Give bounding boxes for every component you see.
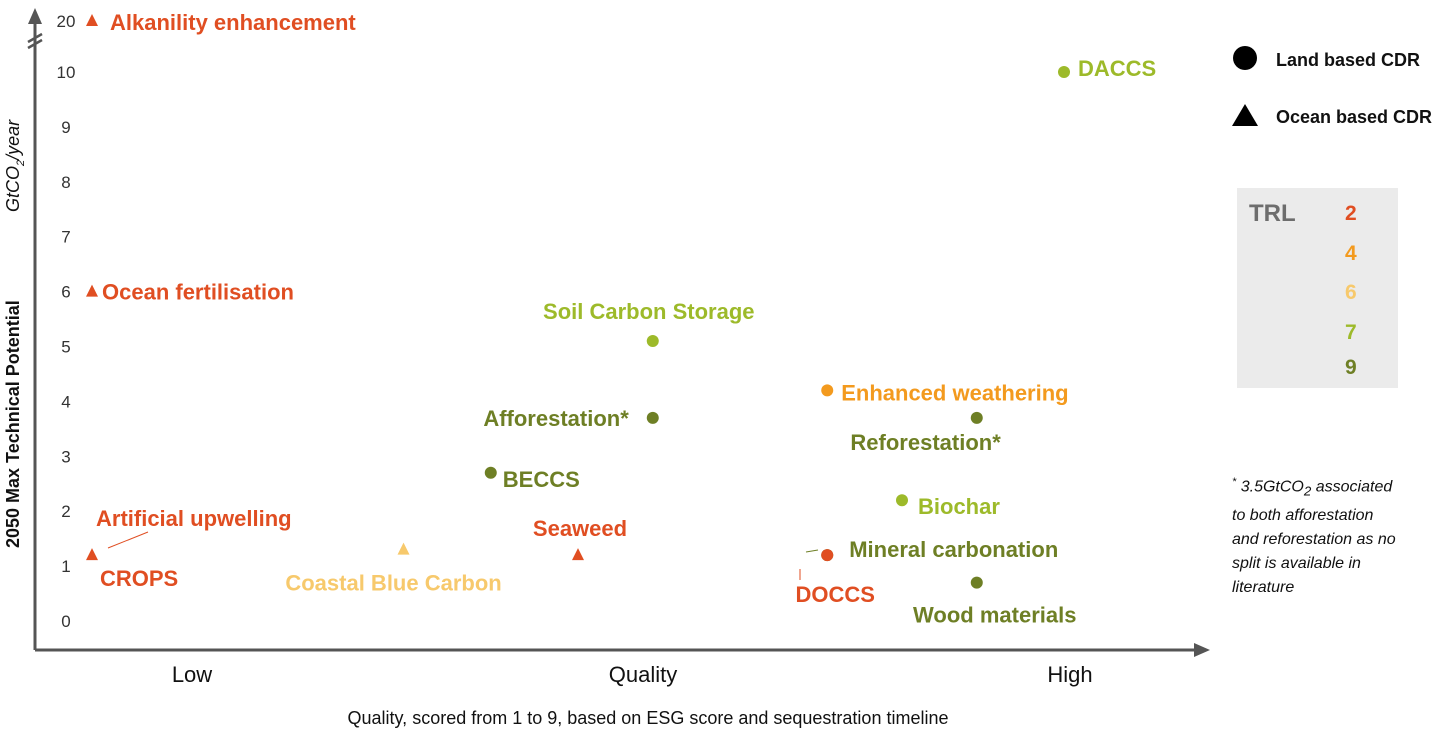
legend: Land based CDR Ocean based CDR [1232, 46, 1432, 127]
label-mineral-carbonation: Mineral carbonation [849, 537, 1058, 562]
trl-level-6: 6 [1345, 281, 1357, 304]
point-wood-materials [970, 576, 983, 589]
footnote: * 3.5GtCO2 associated to both afforestat… [1232, 470, 1452, 600]
label-wood-materials: Wood materials [913, 603, 1076, 628]
x-axis-label: Quality, scored from 1 to 9, based on ES… [348, 708, 949, 728]
label-doccs: DOCCS [796, 582, 875, 607]
label-afforestation: Afforestation* [483, 406, 629, 431]
x-axis-arrow [1194, 643, 1210, 657]
legend-land-label: Land based CDR [1276, 50, 1420, 70]
leader-mineral-carbonation [805, 549, 819, 553]
axis-break-mark [27, 32, 43, 44]
point-reforestation [970, 411, 983, 424]
label-soil-carbon-storage: Soil Carbon Storage [543, 299, 754, 324]
axis-break-mark [27, 38, 43, 50]
footnote-line4: split is available in [1232, 554, 1361, 572]
point-artificial-upwelling [86, 548, 98, 561]
point-afforestation [646, 411, 659, 424]
y-tick-label: 3 [61, 447, 70, 466]
footnote-line1-rest: associated [1311, 478, 1393, 496]
point-coastal-blue-carbon [397, 542, 410, 555]
y-tick-label: 1 [61, 557, 70, 576]
label-ocean-fertilisation: Ocean fertilisation [102, 280, 294, 305]
label-enhanced-weathering: Enhanced weathering [841, 380, 1068, 405]
point-biochar [896, 494, 908, 507]
x-category-label: Low [172, 662, 212, 687]
footnote-line2: to both afforestation [1232, 506, 1374, 524]
legend-circle-icon [1233, 46, 1257, 70]
label-biochar: Biochar [918, 494, 1000, 519]
y-tick-label: 10 [57, 63, 76, 82]
label-daccs: DACCS [1078, 56, 1156, 81]
footnote-line5: literature [1232, 578, 1295, 596]
y-ticks: 0 1 2 3 4 5 6 7 8 9 10 20 [57, 12, 76, 631]
legend-triangle-icon [1232, 104, 1258, 126]
point-alkanility-enhancement [86, 14, 98, 26]
y-tick-label: 2 [61, 502, 70, 521]
y-axis-label: 2050 Max Technical Potential [3, 300, 23, 548]
point-seaweed [572, 548, 584, 561]
label-crops: CROPS [100, 566, 178, 591]
y-tick-label: 20 [57, 12, 76, 31]
label-beccs: BECCS [503, 467, 580, 492]
label-reforestation: Reforestation* [850, 430, 1001, 455]
y-axis-unit: GtCO2/year [3, 119, 27, 212]
y-tick-label: 0 [61, 612, 70, 631]
y-tick-label: 6 [61, 283, 70, 302]
y-tick-label: 5 [61, 338, 70, 357]
footnote-sub: 2 [1303, 483, 1312, 499]
label-seaweed: Seaweed [533, 516, 627, 541]
label-alkanility-enhancement: Alkanility enhancement [110, 10, 356, 35]
footnote-line3: and reforestation as no [1232, 530, 1396, 548]
axes: 2050 Max Technical Potential GtCO2/year Qu… [3, 8, 1210, 728]
label-coastal-blue-carbon: Coastal Blue Carbon [285, 571, 501, 596]
label-artificial-upwelling: Artificial upwelling [96, 506, 292, 531]
trl-level-7: 7 [1345, 321, 1357, 344]
y-axis-arrow [28, 8, 42, 24]
trl-level-4: 4 [1345, 242, 1357, 265]
point-beccs [484, 466, 497, 479]
x-category-label: High [1047, 662, 1092, 687]
trl-title: TRL [1249, 200, 1296, 227]
point-ocean-fertilisation [86, 284, 98, 297]
point-enhanced-weathering [821, 384, 834, 397]
trl-level-2: 2 [1345, 202, 1357, 225]
y-tick-label: 7 [61, 228, 70, 247]
y-tick-label: 9 [61, 118, 70, 137]
y-tick-label: 4 [61, 392, 70, 411]
data-points: Alkanility enhancement DACCS Ocean fertili… [86, 10, 1156, 628]
leader-artificial-upwelling [107, 531, 149, 549]
footnote-marker: * [1232, 476, 1237, 488]
trl-level-9: 9 [1345, 356, 1357, 379]
legend-ocean-label: Ocean based CDR [1276, 107, 1432, 127]
x-categories: Low Quality High [172, 662, 1093, 687]
point-daccs [1058, 66, 1070, 78]
point-doccs [821, 549, 834, 562]
trl-legend: TRL 2 4 6 7 9 [1237, 188, 1398, 388]
y-tick-label: 8 [61, 173, 70, 192]
footnote-line1: 3.5GtCO [1240, 478, 1304, 496]
point-soil-carbon-storage [646, 335, 659, 348]
x-category-label: Quality [609, 662, 677, 687]
